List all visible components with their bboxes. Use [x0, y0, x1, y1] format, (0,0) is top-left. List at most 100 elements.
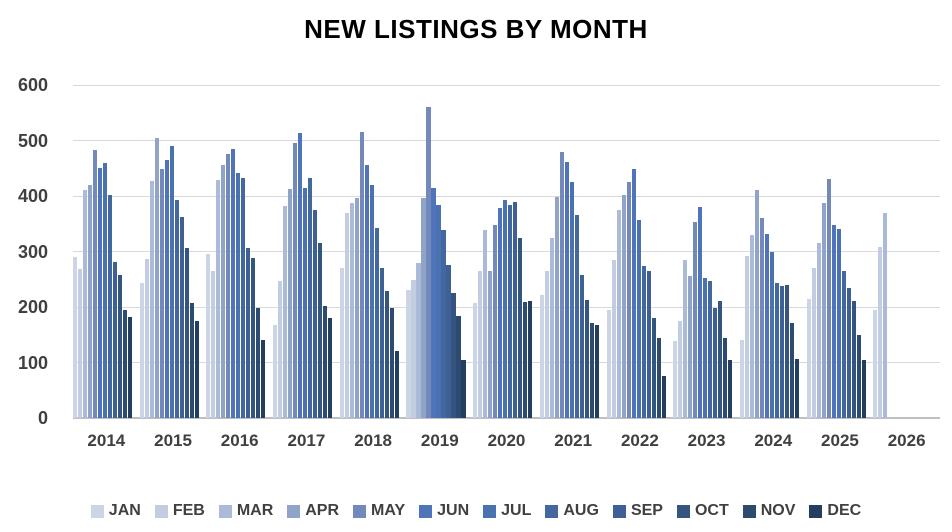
bar-sep-2015 [179, 217, 184, 418]
bar-sep-2017 [313, 210, 318, 418]
legend-label-may: MAY [371, 502, 406, 519]
bar-apr-2025 [821, 202, 826, 418]
y-axis-label-500: 500 [17, 130, 48, 151]
bar-mar-2022 [616, 210, 621, 418]
bar-may-2022 [626, 182, 631, 418]
bar-sep-2016 [246, 248, 251, 418]
bar-apr-2019 [421, 198, 426, 418]
y-axis-label-600: 600 [17, 75, 48, 95]
legend-item-aug: AUG [545, 502, 599, 520]
bar-jan-2021 [539, 294, 544, 418]
bar-apr-2022 [621, 194, 626, 418]
bar-aug-2020 [508, 204, 513, 418]
bar-jan-2023 [673, 341, 678, 418]
bar-dec-2017 [328, 318, 333, 418]
bar-jun-2023 [698, 206, 703, 418]
bar-jul-2021 [569, 182, 574, 418]
legend-label-feb: FEB [172, 502, 205, 519]
bar-oct-2016 [251, 258, 256, 418]
bar-jan-2016 [206, 254, 211, 418]
bar-apr-2014 [88, 184, 93, 418]
bar-oct-2017 [318, 243, 323, 418]
bar-jun-2018 [364, 164, 369, 418]
bar-nov-2014 [123, 310, 128, 418]
bar-nov-2022 [656, 338, 661, 418]
bar-mar-2026 [883, 212, 888, 418]
x-axis-label-2015: 2015 [154, 431, 192, 450]
legend-item-oct: OCT [676, 502, 729, 520]
bar-mar-2023 [683, 260, 688, 418]
legend-item-nov: NOV [742, 502, 795, 520]
bar-sep-2024 [779, 285, 785, 418]
bar-apr-2015 [154, 137, 159, 418]
bar-sep-2014 [113, 262, 118, 418]
bar-jul-2023 [703, 278, 708, 418]
y-axis-label-200: 200 [17, 297, 48, 317]
bar-feb-2021 [544, 271, 549, 418]
bar-aug-2014 [108, 195, 113, 418]
x-axis-label-2022: 2022 [620, 431, 659, 450]
legend-swatch-feb [154, 504, 168, 518]
bar-feb-2016 [211, 270, 216, 418]
bar-apr-2020 [488, 271, 493, 418]
bar-feb-2023 [678, 321, 683, 418]
bar-oct-2019 [451, 293, 456, 418]
bar-oct-2021 [584, 299, 589, 418]
chart-title: NEW LISTINGS BY MONTH [304, 14, 648, 44]
bar-sep-2025 [846, 287, 851, 418]
legend-label-jul: JUL [501, 502, 532, 519]
bar-mar-2015 [149, 181, 154, 418]
legend-item-mar: MAR [218, 502, 273, 520]
gridline-y0 [73, 417, 940, 419]
bar-jan-2019 [406, 289, 411, 418]
bar-jan-2020 [473, 303, 478, 418]
legend-swatch-nov [742, 504, 756, 518]
bar-oct-2020 [518, 238, 523, 418]
y-axis-label-0: 0 [37, 408, 48, 428]
x-axis-label-2017: 2017 [287, 431, 326, 450]
bar-sep-2019 [446, 264, 451, 418]
bar-jan-2018 [339, 268, 344, 418]
legend-swatch-may [353, 504, 367, 518]
bar-aug-2015 [174, 200, 179, 418]
bar-mar-2025 [816, 243, 821, 418]
bar-feb-2017 [278, 281, 283, 418]
bar-jul-2022 [636, 220, 641, 418]
legend-label-jun: JUN [437, 502, 470, 519]
legend-item-jul: JUL [483, 502, 531, 520]
bar-feb-2026 [878, 247, 883, 418]
bar-feb-2015 [144, 258, 149, 418]
x-axis-label-2026: 2026 [887, 431, 926, 450]
bar-may-2023 [693, 221, 698, 418]
bar-jul-2020 [503, 200, 508, 418]
bar-jul-2015 [169, 146, 174, 418]
bar-may-2015 [159, 169, 164, 418]
bar-sep-2018 [379, 268, 384, 418]
bar-oct-2015 [184, 248, 189, 418]
bar-jan-2024 [739, 340, 745, 418]
legend-swatch-jun [419, 504, 433, 518]
bar-apr-2024 [754, 190, 760, 418]
gridline-y500 [73, 140, 940, 141]
bar-jan-2025 [806, 298, 811, 418]
bar-jun-2022 [631, 168, 636, 418]
bar-jun-2019 [431, 188, 436, 418]
bar-dec-2015 [194, 320, 199, 418]
x-axis-label-2018: 2018 [354, 431, 393, 450]
x-axis-label-2020: 2020 [487, 431, 526, 450]
legend-swatch-jul [483, 504, 497, 518]
bar-feb-2018 [344, 213, 349, 418]
bar-feb-2022 [611, 259, 616, 418]
bar-nov-2015 [189, 302, 194, 418]
bar-oct-2024 [784, 284, 790, 418]
bar-oct-2022 [651, 318, 656, 418]
bar-mar-2017 [283, 205, 288, 418]
bar-nov-2023 [723, 338, 728, 418]
bar-feb-2019 [411, 280, 416, 418]
bar-nov-2018 [389, 308, 394, 418]
bar-may-2024 [759, 218, 765, 418]
bar-aug-2024 [774, 283, 780, 418]
bar-dec-2016 [261, 339, 266, 418]
bar-aug-2023 [708, 281, 713, 418]
bar-aug-2018 [374, 228, 379, 418]
